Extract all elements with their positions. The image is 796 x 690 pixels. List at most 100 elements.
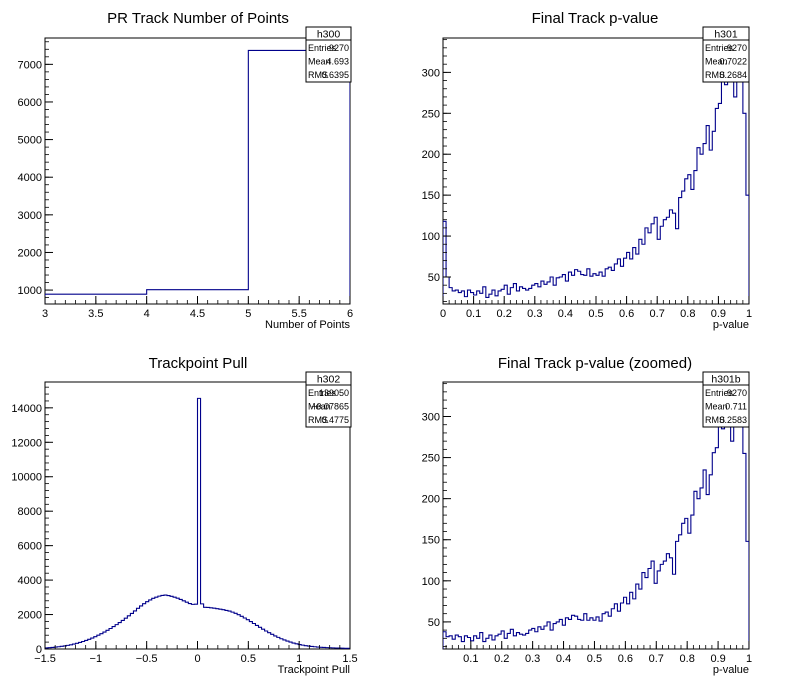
y-tick-label: 150 <box>422 535 440 547</box>
y-tick-label: 2000 <box>18 247 42 259</box>
x-tick-label: 3 <box>42 308 48 320</box>
histogram-bin <box>559 277 562 304</box>
x-tick-label: −1.5 <box>34 653 56 665</box>
histogram-bin <box>614 264 617 304</box>
x-tick-label: 1 <box>296 653 302 665</box>
y-tick-label: 1000 <box>18 285 42 297</box>
histogram-bin <box>673 574 676 649</box>
histogram-bin <box>326 648 329 649</box>
y-tick-label: 2000 <box>18 610 42 622</box>
histogram-bin <box>492 290 495 304</box>
histogram-bin <box>627 604 630 649</box>
histogram-bin <box>660 564 663 649</box>
histogram-bin <box>734 97 737 304</box>
histogram-bin <box>79 642 82 649</box>
x-tick-label: 1.5 <box>342 653 357 665</box>
histogram-bin <box>307 646 310 649</box>
stats-value: −0.07865 <box>311 402 349 412</box>
histogram-bin <box>541 629 544 649</box>
y-tick-label: 4000 <box>18 575 42 587</box>
stats-label: Mean <box>705 57 728 67</box>
histogram-bin <box>467 637 470 649</box>
histogram-bin <box>85 640 88 649</box>
y-tick-label: 0 <box>36 644 42 656</box>
histogram-bin <box>201 604 204 649</box>
histogram-bin <box>620 603 623 649</box>
histogram-bin <box>182 601 185 649</box>
histogram-bin <box>283 640 286 649</box>
x-tick-label: 1 <box>746 653 752 665</box>
histogram-bin <box>461 291 464 304</box>
histogram-bin <box>538 627 541 649</box>
histogram-bin <box>467 290 470 304</box>
histogram-bin <box>556 278 559 304</box>
y-tick-label: 50 <box>428 617 440 629</box>
histogram-bin <box>581 275 584 304</box>
histogram-bin <box>464 297 467 304</box>
stats-value: 4.693 <box>326 57 349 67</box>
histogram-bin <box>486 638 489 649</box>
histogram-bin <box>292 643 295 649</box>
histogram-bin <box>103 632 106 649</box>
y-tick-label: 7000 <box>18 59 42 71</box>
histogram-bin <box>179 599 182 649</box>
x-axis-label: p-value <box>713 664 749 676</box>
histogram-bin <box>137 608 140 649</box>
histogram-bin <box>222 610 225 649</box>
x-tick-label: 3.5 <box>88 308 103 320</box>
histogram-bin <box>663 561 666 649</box>
histogram-bin <box>645 228 648 304</box>
y-tick-label: 50 <box>428 272 440 284</box>
histogram-bin <box>740 68 743 304</box>
histogram-bin <box>523 635 526 649</box>
chart-title: PR Track Number of Points <box>107 10 289 27</box>
histogram-bin <box>523 288 526 304</box>
histogram-bin <box>633 599 636 649</box>
histogram-bin <box>553 624 556 649</box>
histogram-bin <box>691 515 694 649</box>
stats-label: Entries <box>308 388 337 398</box>
histogram-bin <box>295 644 298 649</box>
histogram-bin <box>715 108 718 304</box>
histogram-bin <box>274 636 277 649</box>
histogram-bin <box>721 76 724 304</box>
histogram-bin <box>60 646 63 649</box>
y-tick-label: 8000 <box>18 506 42 518</box>
histogram-bin <box>657 239 660 304</box>
y-tick-label: 150 <box>422 190 440 202</box>
histogram-bin <box>97 635 100 649</box>
histogram-bin <box>513 284 516 304</box>
histogram-bin <box>575 616 578 649</box>
histogram-panel-4: Final Track p-value (zoomed) 50 100 150 200 2… <box>422 355 752 676</box>
histogram-bin <box>486 297 489 304</box>
histogram-bin <box>553 285 556 304</box>
histogram-bin <box>712 131 715 304</box>
histogram-bin <box>210 608 213 649</box>
x-tick-label: 0.4 <box>558 308 573 320</box>
histogram-bin <box>259 627 262 649</box>
stats-box-frame <box>305 371 352 428</box>
x-tick-label: −0.5 <box>136 653 158 665</box>
stats-box-frame <box>702 26 750 83</box>
histogram-bin <box>688 533 691 649</box>
histogram-bin <box>219 609 222 649</box>
stats-label: RMS <box>308 415 328 425</box>
histogram-bin <box>737 412 740 649</box>
stats-label: Entries <box>705 43 734 53</box>
histogram-bin <box>298 645 301 649</box>
chart-title: Final Track p-value (zoomed) <box>498 355 692 372</box>
histogram-bin <box>651 561 654 649</box>
histogram-bin <box>740 421 743 649</box>
histogram-bin <box>146 602 149 649</box>
x-tick-label: 0.3 <box>527 308 542 320</box>
histogram-bin <box>152 598 155 649</box>
x-tick-label: 0 <box>440 308 446 320</box>
stats-value: 0.7022 <box>719 57 747 67</box>
x-tick-label: 6 <box>347 308 353 320</box>
histogram-bin <box>225 610 228 649</box>
histogram-bin <box>112 627 115 649</box>
histogram-bin <box>663 220 666 304</box>
y-tick-label: 250 <box>422 108 440 120</box>
histogram-bin <box>544 284 547 304</box>
histogram-bin <box>700 488 703 649</box>
